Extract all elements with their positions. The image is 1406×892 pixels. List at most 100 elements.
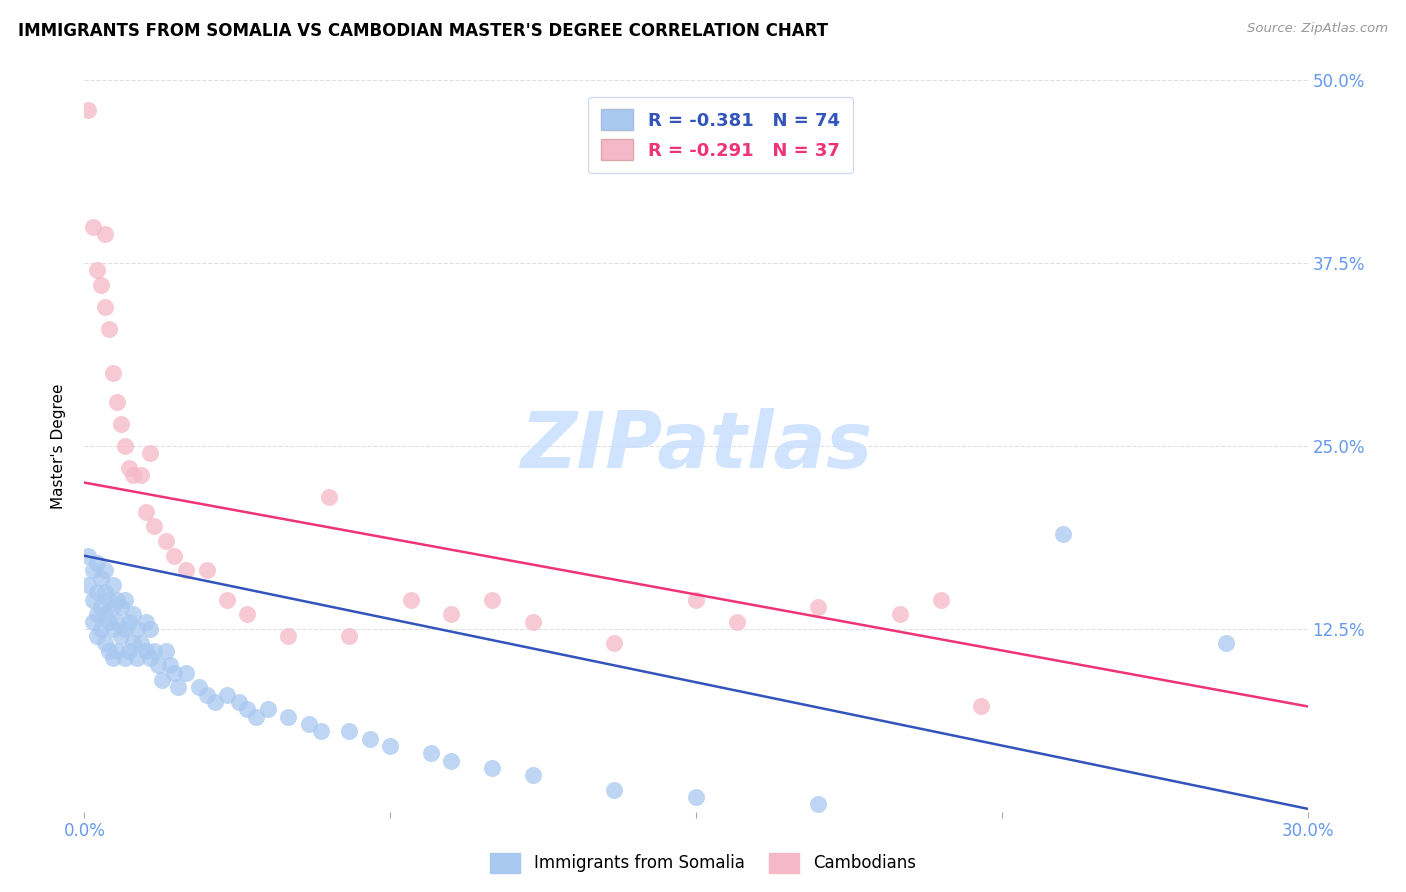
Point bbox=[110, 629, 132, 643]
Point bbox=[138, 446, 160, 460]
Point bbox=[114, 592, 136, 607]
Y-axis label: Master's Degree: Master's Degree bbox=[51, 384, 66, 508]
Point bbox=[380, 739, 402, 753]
Point bbox=[204, 695, 226, 709]
Point bbox=[481, 592, 503, 607]
Point bbox=[245, 709, 267, 723]
Point bbox=[195, 688, 218, 702]
Point bbox=[77, 549, 100, 563]
Legend: Immigrants from Somalia, Cambodians: Immigrants from Somalia, Cambodians bbox=[484, 847, 922, 880]
Point bbox=[146, 658, 169, 673]
Point bbox=[277, 629, 299, 643]
Point bbox=[236, 607, 259, 622]
Point bbox=[217, 592, 239, 607]
Point bbox=[339, 724, 361, 739]
Point bbox=[131, 636, 153, 650]
Point bbox=[440, 754, 463, 768]
Point bbox=[1052, 526, 1074, 541]
Point bbox=[105, 615, 128, 629]
Point bbox=[97, 322, 120, 336]
Point bbox=[236, 702, 259, 716]
Point bbox=[970, 699, 993, 714]
Point bbox=[807, 599, 830, 614]
Point bbox=[187, 681, 209, 695]
Point bbox=[105, 644, 128, 658]
Point bbox=[309, 724, 332, 739]
Point bbox=[90, 599, 112, 614]
Point bbox=[93, 563, 115, 577]
Point bbox=[122, 636, 145, 650]
Point bbox=[481, 761, 503, 775]
Point bbox=[90, 622, 112, 636]
Point bbox=[522, 615, 544, 629]
Point bbox=[318, 490, 340, 504]
Point bbox=[101, 622, 124, 636]
Point bbox=[101, 651, 124, 665]
Point bbox=[105, 395, 128, 409]
Point bbox=[159, 658, 181, 673]
Point bbox=[114, 622, 136, 636]
Text: Source: ZipAtlas.com: Source: ZipAtlas.com bbox=[1247, 22, 1388, 36]
Point bbox=[1215, 636, 1237, 650]
Point bbox=[440, 607, 463, 622]
Point bbox=[725, 615, 748, 629]
Point bbox=[77, 578, 100, 592]
Point bbox=[135, 505, 157, 519]
Point bbox=[86, 585, 108, 599]
Point bbox=[118, 644, 141, 658]
Point bbox=[127, 651, 149, 665]
Point bbox=[298, 717, 321, 731]
Point bbox=[86, 607, 108, 622]
Point bbox=[522, 768, 544, 782]
Point bbox=[142, 519, 165, 533]
Point bbox=[807, 797, 830, 812]
Point bbox=[114, 439, 136, 453]
Text: IMMIGRANTS FROM SOMALIA VS CAMBODIAN MASTER'S DEGREE CORRELATION CHART: IMMIGRANTS FROM SOMALIA VS CAMBODIAN MAS… bbox=[18, 22, 828, 40]
Point bbox=[93, 607, 115, 622]
Legend: R = -0.381   N = 74, R = -0.291   N = 37: R = -0.381 N = 74, R = -0.291 N = 37 bbox=[588, 96, 852, 173]
Point bbox=[138, 651, 160, 665]
Point bbox=[122, 607, 145, 622]
Point bbox=[82, 563, 104, 577]
Point bbox=[174, 665, 197, 680]
Point bbox=[167, 681, 190, 695]
Point bbox=[86, 556, 108, 570]
Point bbox=[97, 592, 120, 607]
Point bbox=[127, 622, 149, 636]
Point bbox=[90, 278, 112, 293]
Point bbox=[135, 644, 157, 658]
Point bbox=[150, 673, 173, 687]
Point bbox=[77, 103, 100, 117]
Point bbox=[105, 592, 128, 607]
Point bbox=[131, 468, 153, 483]
Point bbox=[138, 622, 160, 636]
Point bbox=[603, 636, 626, 650]
Point bbox=[97, 615, 120, 629]
Point bbox=[118, 461, 141, 475]
Point bbox=[174, 563, 197, 577]
Point bbox=[90, 571, 112, 585]
Point bbox=[97, 644, 120, 658]
Point bbox=[114, 651, 136, 665]
Point bbox=[420, 746, 443, 760]
Point bbox=[142, 644, 165, 658]
Point bbox=[155, 644, 177, 658]
Point bbox=[359, 731, 381, 746]
Point bbox=[217, 688, 239, 702]
Point bbox=[122, 468, 145, 483]
Point bbox=[118, 615, 141, 629]
Point bbox=[163, 549, 186, 563]
Point bbox=[228, 695, 250, 709]
Point bbox=[277, 709, 299, 723]
Point bbox=[685, 592, 707, 607]
Point bbox=[195, 563, 218, 577]
Point bbox=[93, 227, 115, 241]
Point bbox=[86, 629, 108, 643]
Point bbox=[101, 578, 124, 592]
Point bbox=[603, 782, 626, 797]
Point bbox=[929, 592, 952, 607]
Point bbox=[93, 636, 115, 650]
Point bbox=[93, 300, 115, 314]
Point bbox=[82, 219, 104, 234]
Point bbox=[339, 629, 361, 643]
